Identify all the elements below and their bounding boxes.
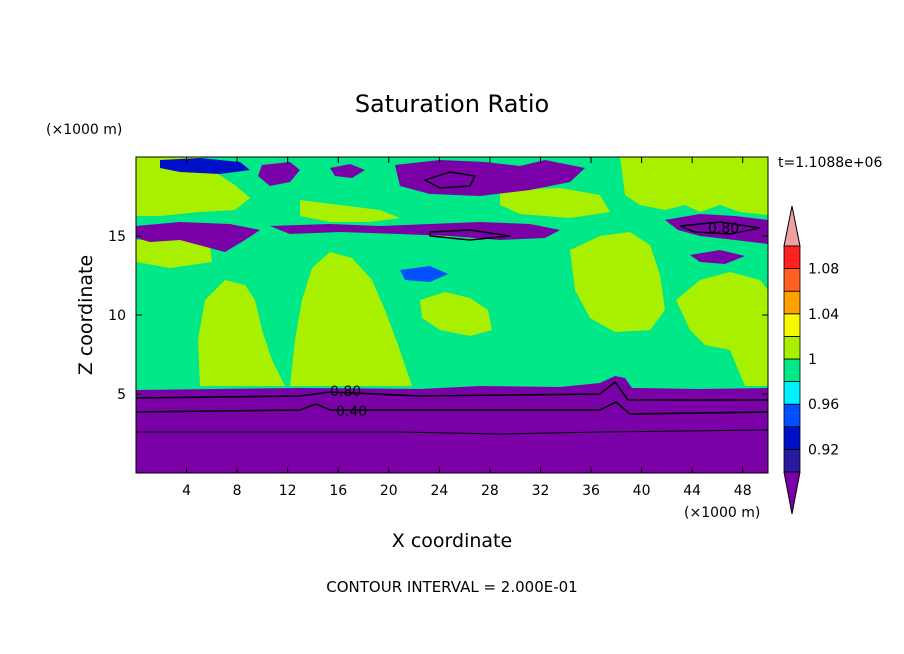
contour-line <box>136 380 768 401</box>
colorbar-label: 1.08 <box>808 262 839 278</box>
time-label: t=1.1088e+06 <box>778 155 882 171</box>
x-tick-label: 48 <box>734 483 752 499</box>
lower-layer <box>136 376 768 473</box>
y-unit-label: (×1000 m) <box>46 122 122 138</box>
contour-label: 0.80 <box>708 221 739 237</box>
chart-title: Saturation Ratio <box>355 90 549 118</box>
contour-interval-label: CONTOUR INTERVAL = 2.000E-01 <box>326 578 577 596</box>
contour-line <box>136 429 768 435</box>
colorbar-swatch <box>783 403 801 428</box>
y-tick-label: 10 <box>108 308 126 324</box>
green-region <box>500 188 610 218</box>
x-tick-label: 36 <box>582 483 600 499</box>
contour-label: 0.80 <box>330 384 361 400</box>
colorbar-swatch <box>783 290 801 315</box>
x-axis: 4 8 12 16 20 24 28 32 36 40 44 48 <box>182 157 752 499</box>
colorbar-swatch <box>783 268 801 292</box>
upper-band <box>395 160 585 196</box>
colorbar-top-arrow <box>783 205 801 247</box>
colorbar-swatch <box>783 381 801 405</box>
green-region <box>420 292 492 336</box>
green-region <box>136 157 250 216</box>
colorbar-label: 1.04 <box>808 307 839 323</box>
x-tick-label: 40 <box>633 483 651 499</box>
colorbar-swatch <box>783 313 801 337</box>
contour-field: 0.80 0.40 0.80 <box>136 157 768 473</box>
upper-band <box>258 162 300 186</box>
colorbar-swatch <box>783 245 801 270</box>
x-tick-label: 32 <box>532 483 550 499</box>
green-region <box>198 280 285 386</box>
contour-label: 0.40 <box>336 404 367 420</box>
x-tick-label: 16 <box>329 483 347 499</box>
green-region <box>300 200 400 222</box>
green-region <box>620 157 768 215</box>
colorbar-label: 0.92 <box>808 442 839 458</box>
y-tick-label: 15 <box>108 229 126 245</box>
x-tick-label: 4 <box>182 483 191 499</box>
colorbar-swatch <box>783 358 801 383</box>
x-tick-label: 20 <box>380 483 398 499</box>
contour-line <box>423 171 477 189</box>
contour-line <box>136 401 768 415</box>
x-axis-label: X coordinate <box>392 530 512 552</box>
colorbar-label: 0.96 <box>808 397 839 413</box>
upper-band <box>160 158 250 174</box>
y-tick-label: 5 <box>117 387 126 403</box>
colorbar-bottom-arrow <box>783 471 801 515</box>
upper-band <box>690 250 745 264</box>
green-region <box>570 232 665 332</box>
colorbar: 1.08 1.04 1 0.96 0.92 <box>783 205 839 515</box>
green-region <box>676 272 768 386</box>
x-tick-label: 8 <box>233 483 242 499</box>
x-tick-label: 12 <box>279 483 297 499</box>
x-tick-label: 28 <box>481 483 499 499</box>
upper-band <box>330 164 365 178</box>
colorbar-label: 1 <box>808 352 817 368</box>
upper-band <box>665 214 768 244</box>
x-tick-label: 24 <box>430 483 448 499</box>
contour-line <box>429 229 511 241</box>
upper-band <box>400 266 448 282</box>
y-axis: 5 10 15 <box>108 229 768 403</box>
green-region <box>290 252 412 386</box>
x-tick-label: 44 <box>683 483 701 499</box>
colorbar-swatch <box>783 448 801 473</box>
upper-band <box>270 222 560 240</box>
colorbar-swatch <box>783 335 801 360</box>
colorbar-swatch <box>783 426 801 450</box>
upper-band <box>136 222 260 252</box>
x-unit-label: (×1000 m) <box>684 505 760 521</box>
contour-line <box>679 221 761 235</box>
green-region <box>136 238 212 268</box>
y-axis-label: Z coordinate <box>75 255 97 375</box>
